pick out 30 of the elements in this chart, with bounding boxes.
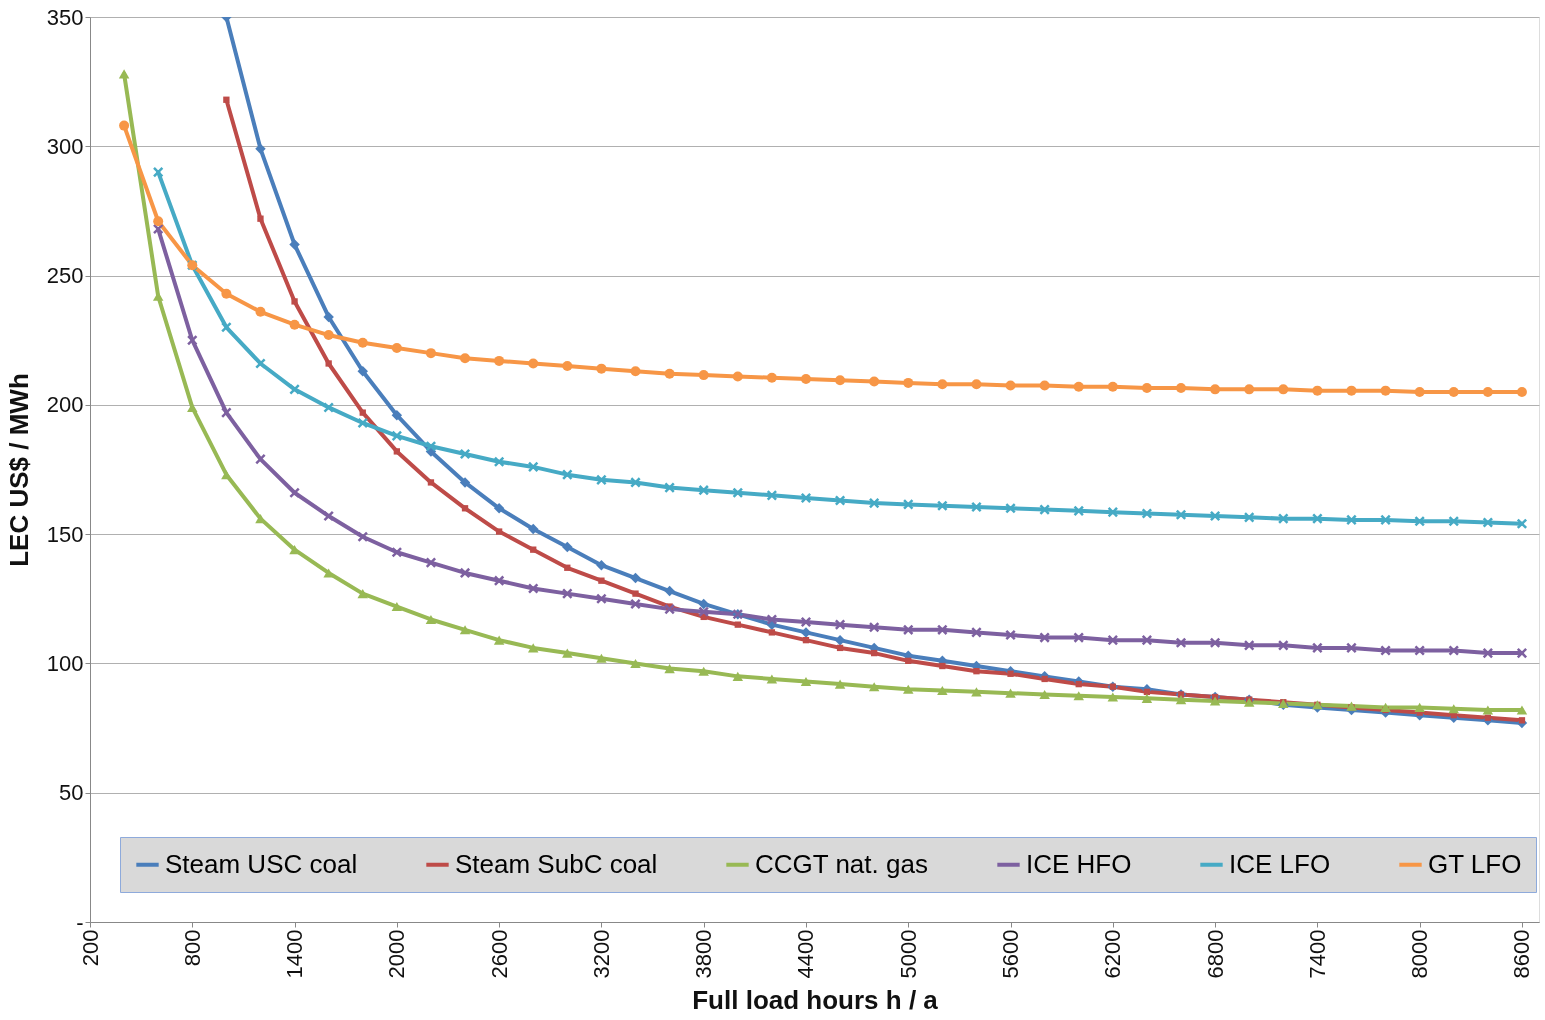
legend-label: ICE LFO xyxy=(1229,848,1331,879)
y-tick-label: 250 xyxy=(46,263,84,289)
y-tick-label: 100 xyxy=(46,650,84,676)
x-tick-label: 8000 xyxy=(1407,929,1433,979)
y-tick-label: 200 xyxy=(46,392,84,418)
x-tick-label: 8600 xyxy=(1509,929,1535,979)
x-tick-label: 800 xyxy=(179,929,205,967)
x-tick-label: 3800 xyxy=(691,929,717,979)
x-tick-label: 2000 xyxy=(384,929,410,979)
x-tick-label: 5000 xyxy=(895,929,921,979)
y-tick-label: 50 xyxy=(59,780,84,806)
x-axis-title: Full load hours h / a xyxy=(692,985,939,1016)
legend-label: Steam USC coal xyxy=(165,848,358,879)
x-tick-label: 4400 xyxy=(793,929,819,979)
x-tick-label: 3200 xyxy=(588,929,614,979)
legend-label: CCGT nat. gas xyxy=(755,848,928,879)
y-tick-label: 300 xyxy=(46,133,84,159)
y-axis-title: LEC US$ / MWh xyxy=(3,373,34,567)
x-tick-label: 6200 xyxy=(1100,929,1126,979)
x-tick-label: 1400 xyxy=(282,929,308,979)
y-tick-label: 150 xyxy=(46,521,84,547)
x-tick-label: 5600 xyxy=(998,929,1024,979)
legend-label: Steam SubC coal xyxy=(455,848,658,879)
x-tick-label: 7400 xyxy=(1304,929,1330,979)
legend-label: GT LFO xyxy=(1428,848,1522,879)
y-tick-label: - xyxy=(76,909,84,935)
x-tick-label: 6800 xyxy=(1202,929,1228,979)
x-tick-label: 2600 xyxy=(486,929,512,979)
y-tick-label: 350 xyxy=(46,4,84,30)
legend-label: ICE HFO xyxy=(1026,848,1132,879)
